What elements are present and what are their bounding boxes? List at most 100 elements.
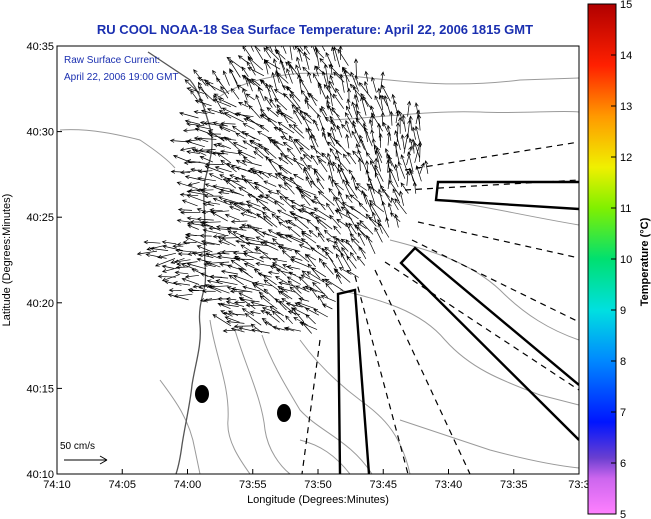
current-vector [242,87,248,101]
current-vector [282,176,302,188]
current-vector [222,328,240,333]
scale-arrow [64,455,108,465]
current-vector [328,64,343,79]
current-vector [327,84,333,107]
current-vector [245,200,261,207]
current-vector [301,270,311,278]
current-vector [238,326,255,332]
current-vector [333,196,342,212]
current-vector [307,71,312,84]
current-vector [346,105,353,118]
current-vector [226,264,240,270]
current-vector [293,109,303,125]
current-vector [258,143,270,156]
current-vector [308,229,318,238]
current-vector [389,212,401,223]
current-vector [288,123,305,139]
current-vector [196,188,214,193]
current-vector [389,110,394,126]
current-vector [261,207,276,214]
current-vector [371,211,377,223]
current-vector [348,222,357,235]
current-vector [276,109,293,119]
current-vector [267,173,279,179]
current-vector [279,286,296,293]
current-vector [234,176,253,181]
current-vector [310,247,328,260]
map-content [59,46,579,474]
current-vector [209,274,229,279]
current-vector [193,148,215,154]
current-vector [213,143,225,148]
current-vector [212,314,232,327]
current-vector [271,71,278,91]
track-line [384,261,579,391]
current-vector [293,173,304,181]
current-vector [413,141,421,159]
current-vector [162,244,184,251]
current-vector [326,202,335,215]
current-vector [386,152,393,167]
current-vector [242,249,261,255]
current-vector [407,119,412,140]
current-vector [283,92,297,108]
current-vector [424,160,429,174]
current-vector [235,159,248,166]
current-vector [199,156,214,163]
current-vector [253,150,264,159]
current-vector [172,281,191,286]
current-vector [321,105,328,116]
current-vector [313,73,319,83]
current-vector [290,255,303,261]
dashed-track-lines [301,141,579,474]
current-vector [337,48,349,66]
current-vector [216,77,230,95]
current-vector [317,81,327,99]
current-vector [228,201,248,213]
current-vector [374,226,383,243]
current-vector [363,126,373,147]
current-vector [300,204,318,212]
current-vector [184,232,207,238]
current-vector [309,286,318,299]
current-vector [321,152,335,167]
current-vector [287,219,304,231]
current-vector [154,258,176,267]
current-vector [298,244,311,250]
current-vector [203,193,221,199]
current-vector [379,71,385,93]
current-vector [143,240,161,245]
current-vector [253,181,271,191]
current-vector [214,166,232,173]
current-vector [278,221,288,229]
current-vector [225,180,237,189]
current-vector [376,87,382,100]
current-vector [385,216,390,228]
current-vector [272,257,287,263]
current-vector [364,70,369,82]
current-vector [242,46,246,52]
colorbar-tick-label: 12 [620,152,632,164]
current-vector [284,234,305,245]
current-vector [197,176,216,182]
current-vector [389,167,399,188]
current-vector [235,239,255,245]
current-vector [329,214,342,229]
current-vector [217,236,236,247]
bathymetry-contour [59,129,176,169]
current-vector [161,264,174,269]
current-vector [358,245,367,260]
current-vector [346,255,357,269]
current-vector [241,174,256,190]
current-vector [399,190,404,206]
current-vector [200,239,221,246]
current-vector [300,89,309,101]
current-vector [360,92,372,110]
current-vector [325,238,336,244]
current-vector [199,189,214,196]
current-vector [336,273,342,284]
current-vector [240,212,257,219]
current-vector [310,154,319,166]
current-vector [295,186,317,196]
current-vector [318,158,328,173]
